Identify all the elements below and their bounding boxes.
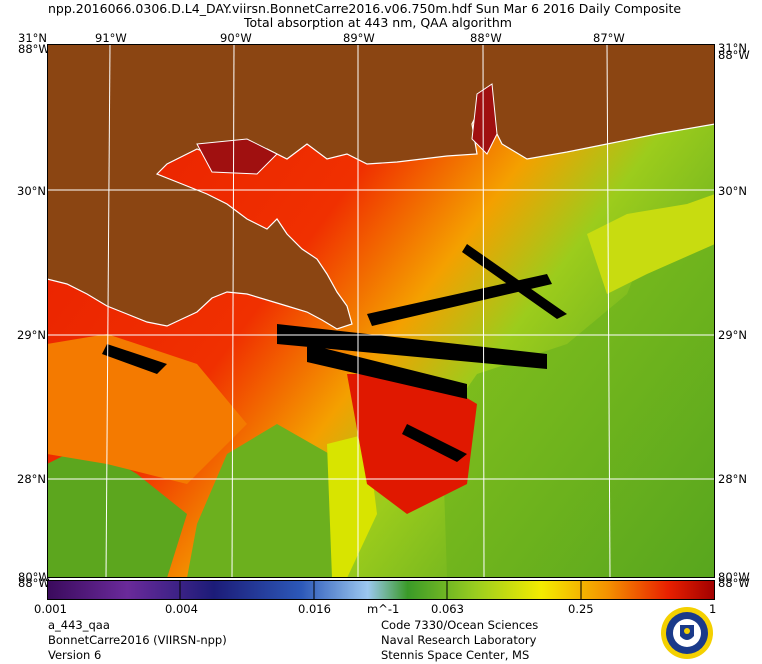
lat-label-29n-left: 29°N [17,328,46,342]
corner-label-top-left-2: 88°W [18,42,50,56]
lon-label-88w: 88°W [470,31,502,45]
green-water-southwest [47,444,187,578]
colorbar-unit: m^-1 [367,602,400,616]
nrl-seal-icon [661,607,713,659]
colorbar-label-0063: 0.063 [431,602,464,616]
lat-label-30n-right: 30°N [718,184,747,198]
org-location: Stennis Space Center, MS [381,648,530,662]
dataset-name: BonnetCarre2016 (VIIRSN-npp) [48,633,227,647]
meridian-88w [482,44,485,578]
green-water-east [442,214,715,578]
graticule [47,44,715,578]
meridian-87w [606,44,611,578]
product-name: a_443_qaa [48,618,110,632]
image-subtitle: Total absorption at 443 nm, QAA algorith… [244,15,512,30]
mobile-bay [471,83,498,155]
lat-label-28n-right: 28°N [718,472,747,486]
lat-label-30n-left: 30°N [17,184,46,198]
colorbar-gradient [47,580,715,600]
land-mass [47,44,715,330]
colorbar-label-0004: 0.004 [165,602,198,616]
lon-label-87w: 87°W [593,31,625,45]
lat-label-28n-left: 28°N [17,472,46,486]
lon-label-91w: 91°W [95,31,127,45]
meridian-91w [105,44,111,578]
absorption-map [47,44,715,578]
corner-label-bottom-left-2: 88°W [18,576,50,590]
lake-pontchartrain [196,138,278,175]
corner-label-bottom-left: 80°W [18,570,50,584]
image-title: npp.2016066.0306.D.L4_DAY.viirsn.BonnetC… [48,1,682,16]
colorbar-label-1: 1 [709,602,717,616]
corner-label-top-right: 31°N [718,41,747,55]
org-name: Naval Research Laboratory [381,633,537,647]
yellow-water-east [587,194,715,294]
corner-label-top-left: 31°N [18,31,47,45]
colorbar-ticks [179,580,582,600]
org-code: Code 7330/Ocean Sciences [381,618,539,632]
colorbar-label-0016: 0.016 [298,602,331,616]
colorbar-label-025: 0.25 [568,602,594,616]
meridian-90w [231,44,235,578]
colorbar-frame [47,580,715,600]
lon-label-89w: 89°W [343,31,375,45]
green-water-south [187,424,347,578]
orange-water-west [47,334,247,484]
corner-label-top-right-2: 88°W [718,48,750,62]
colorbar [47,580,715,600]
lon-label-90w: 90°W [220,31,252,45]
nodata-streaks [102,244,567,462]
lat-label-29n-right: 29°N [718,328,747,342]
map-frame [47,44,715,578]
corner-label-bottom-right: 80°W [718,570,750,584]
colorbar-label-0001: 0.001 [34,602,67,616]
corner-label-bottom-right-2: 88°W [718,576,750,590]
version-text: Version 6 [48,648,102,662]
